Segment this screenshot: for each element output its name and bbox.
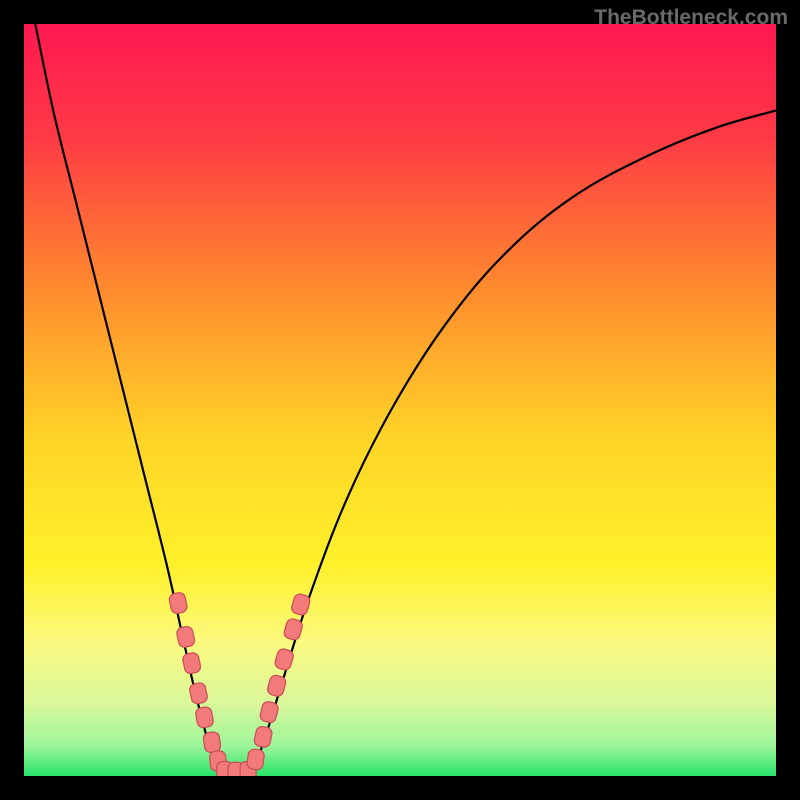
bottleneck-chart (0, 0, 800, 800)
chart-container: TheBottleneck.com (0, 0, 800, 800)
data-marker (203, 731, 222, 753)
watermark-text: TheBottleneck.com (594, 6, 788, 30)
data-marker (246, 748, 265, 770)
data-marker (195, 706, 214, 728)
plot-background (24, 24, 776, 776)
